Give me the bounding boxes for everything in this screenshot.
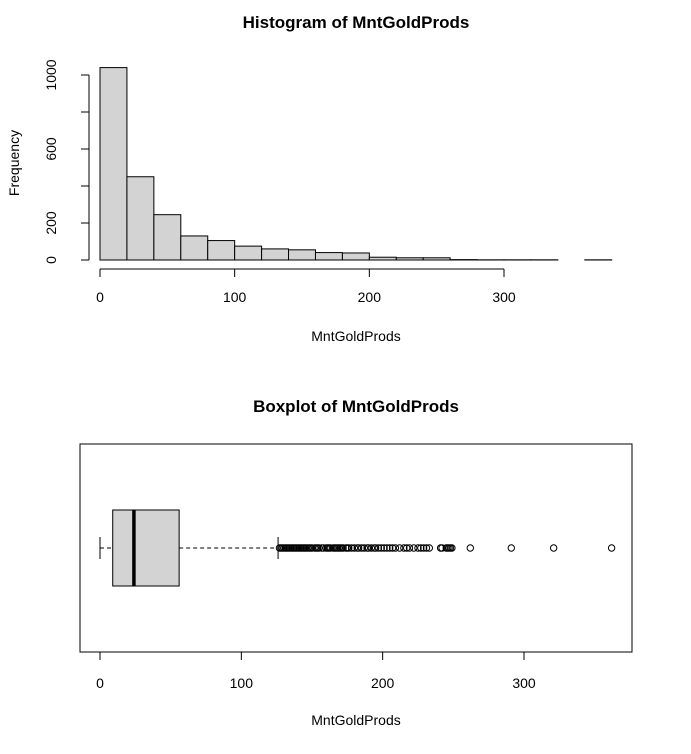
histogram-bar bbox=[154, 215, 181, 260]
histogram-y-tick-label: 0 bbox=[43, 256, 59, 264]
histogram-panel: Histogram of MntGoldProds 0 100 200 300 0 20… bbox=[6, 13, 612, 344]
boxplot-x-tick-label: 0 bbox=[96, 675, 104, 691]
histogram-bars bbox=[100, 68, 612, 260]
boxplot-x-tick-label: 300 bbox=[512, 675, 536, 691]
histogram-bar bbox=[262, 249, 289, 260]
histogram-bar bbox=[181, 236, 208, 260]
boxplot-box bbox=[113, 510, 179, 586]
boxplot-panel: Boxplot of MntGoldProds 0 100 200 300 MntGo… bbox=[80, 397, 632, 728]
boxplot-outlier-point bbox=[508, 545, 514, 551]
histogram-y-axis: 0 200 600 1000 bbox=[43, 59, 89, 264]
histogram-y-label: Frequency bbox=[6, 130, 22, 196]
boxplot-outlier-point bbox=[608, 545, 614, 551]
histogram-x-tick-label: 0 bbox=[96, 289, 104, 305]
boxplot-outlier-point bbox=[550, 545, 556, 551]
boxplot-x-tick-label: 100 bbox=[230, 675, 254, 691]
histogram-y-tick-label: 200 bbox=[43, 211, 59, 235]
histogram-bar bbox=[127, 177, 154, 260]
boxplot-title: Boxplot of MntGoldProds bbox=[253, 397, 459, 416]
histogram-y-tick-label: 600 bbox=[43, 137, 59, 161]
histogram-bar bbox=[342, 253, 369, 260]
boxplot-x-label: MntGoldProds bbox=[311, 712, 400, 728]
histogram-bar bbox=[208, 241, 235, 260]
histogram-x-axis: 0 100 200 300 bbox=[96, 269, 516, 305]
histogram-x-tick-label: 300 bbox=[492, 289, 516, 305]
boxplot-elements bbox=[100, 510, 278, 586]
histogram-bar bbox=[396, 258, 423, 260]
boxplot-x-tick-label: 200 bbox=[371, 675, 395, 691]
histogram-bar bbox=[315, 253, 342, 260]
boxplot-outlier-point bbox=[467, 545, 473, 551]
histogram-bar bbox=[423, 258, 450, 260]
histogram-bar bbox=[369, 257, 396, 260]
histogram-x-label: MntGoldProds bbox=[311, 328, 400, 344]
boxplot-outliers bbox=[276, 545, 615, 551]
histogram-y-tick-label: 1000 bbox=[43, 59, 59, 90]
boxplot-x-axis: 0 100 200 300 bbox=[96, 652, 536, 691]
histogram-bar bbox=[100, 68, 127, 260]
histogram-bar bbox=[235, 246, 262, 260]
histogram-x-tick-label: 200 bbox=[358, 289, 382, 305]
histogram-x-tick-label: 100 bbox=[223, 289, 247, 305]
histogram-title: Histogram of MntGoldProds bbox=[243, 13, 470, 32]
histogram-bar bbox=[289, 250, 316, 260]
